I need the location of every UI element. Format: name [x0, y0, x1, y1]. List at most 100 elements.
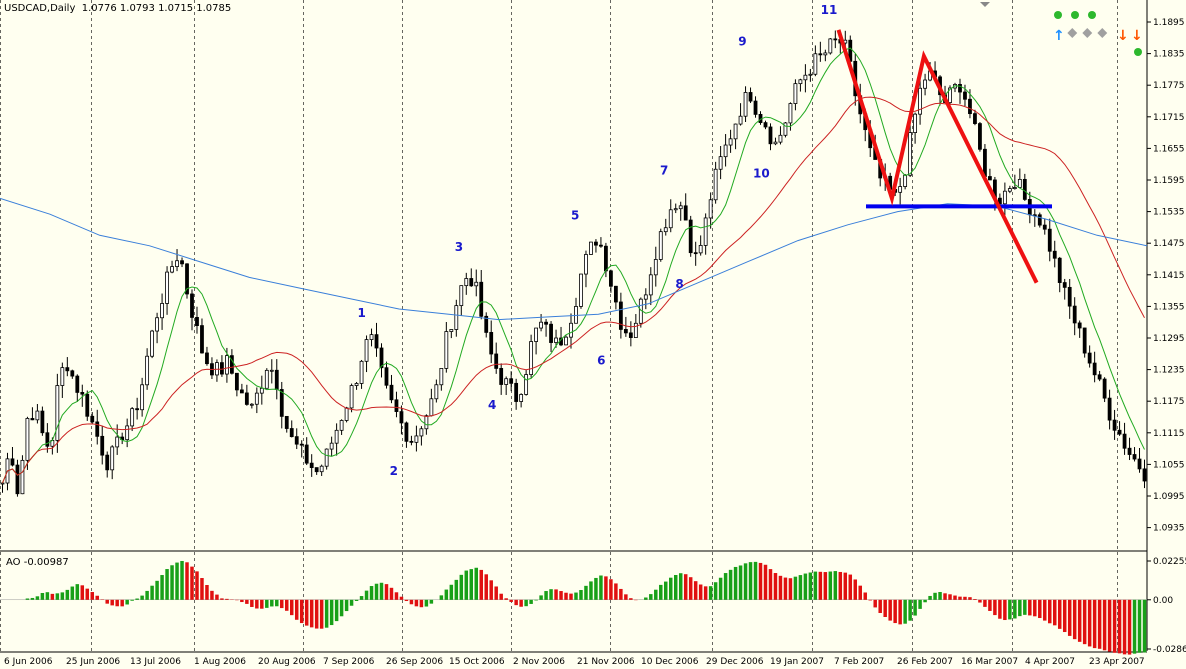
- ma-fast-line: [2, 47, 1145, 484]
- candle-body: [549, 323, 553, 343]
- y-tick-label-15: 1.0995: [1153, 492, 1185, 502]
- candle-body: [618, 301, 623, 330]
- y-tick-label-7: 1.1475: [1153, 239, 1185, 249]
- candle-body: [1007, 188, 1012, 192]
- candle-body: [284, 415, 289, 429]
- candle-body: [40, 410, 45, 434]
- candle-body: [225, 355, 229, 375]
- candle-body: [783, 122, 788, 136]
- candle-body: [1112, 419, 1117, 431]
- candle-body: [1022, 178, 1027, 200]
- y-tick-label-0: 1.1895: [1153, 18, 1185, 28]
- signal-dot-0: [1054, 11, 1062, 19]
- candle-body: [808, 73, 813, 76]
- candle-body: [643, 294, 648, 300]
- candle-body: [394, 399, 399, 412]
- x-tick-label-16: 4 Apr 2007: [1025, 657, 1075, 667]
- ao-tick-label-2: -0.02863: [1153, 645, 1186, 655]
- candle-body: [718, 156, 723, 170]
- candle-body: [145, 355, 150, 386]
- candle-body: [384, 367, 389, 386]
- candle-body: [15, 464, 20, 495]
- wave-label-9: 9: [738, 35, 746, 49]
- candle-body: [454, 305, 459, 330]
- candle-body: [968, 98, 972, 115]
- candle-body: [973, 113, 977, 124]
- y-tick-label-13: 1.1115: [1153, 429, 1185, 439]
- ma-mid-line: [2, 96, 1145, 484]
- ao-tick-label-0: 0.02255: [1153, 557, 1186, 567]
- wave-label-3: 3: [455, 240, 463, 254]
- candle-body: [594, 241, 598, 246]
- candle-body: [459, 285, 464, 307]
- candle-body: [100, 435, 105, 456]
- candle-body: [469, 278, 474, 287]
- oscillator-label: AO -0.00987: [6, 557, 69, 568]
- candle-body: [1002, 190, 1007, 205]
- signal-dot-2: [1088, 11, 1096, 19]
- candle-body: [723, 144, 728, 158]
- candle-body: [489, 332, 494, 355]
- wave-label-11: 11: [821, 3, 838, 17]
- double-top-pattern: [836, 29, 1039, 284]
- candle-body: [110, 446, 115, 471]
- candle-body: [289, 428, 294, 438]
- candle-body: [748, 92, 753, 102]
- candle-body: [564, 336, 568, 346]
- candle-body: [529, 341, 534, 375]
- y-tick-label-4: 1.1655: [1153, 144, 1185, 154]
- candle-body: [988, 176, 992, 181]
- x-tick-label-7: 15 Oct 2006: [449, 657, 505, 667]
- x-tick-label-11: 29 Dec 2006: [706, 657, 764, 667]
- candle-body: [35, 410, 40, 421]
- arrow-down-icon-2: ↓: [1131, 28, 1143, 44]
- candle-body: [898, 186, 903, 193]
- candle-body: [1047, 228, 1052, 252]
- candle-body: [813, 53, 818, 75]
- y-tick-label-11: 1.1235: [1153, 366, 1185, 376]
- candle-body: [589, 241, 593, 255]
- candle-body: [923, 79, 927, 89]
- candle-body: [10, 458, 15, 466]
- candle-body: [55, 385, 60, 441]
- arrow-down-icon-1: ↓: [1117, 28, 1129, 44]
- candle-body: [349, 385, 354, 409]
- candle-body: [713, 168, 718, 201]
- y-tick-label-8: 1.1415: [1153, 271, 1185, 281]
- candle-body: [733, 123, 738, 140]
- candle-body: [160, 303, 164, 319]
- candle-body: [45, 432, 50, 447]
- candle-body: [75, 375, 80, 393]
- candle-body: [369, 334, 374, 340]
- candle-body: [653, 259, 658, 276]
- arrow-up-icon: ↑: [1053, 28, 1065, 44]
- candle-body: [658, 231, 663, 260]
- candle-body: [798, 79, 803, 85]
- candle-body: [140, 384, 145, 411]
- candle-body: [1062, 282, 1067, 288]
- candle-body: [205, 352, 209, 365]
- y-tick-label-1: 1.1835: [1153, 50, 1185, 60]
- candle-body: [683, 205, 688, 221]
- candle-body: [185, 263, 189, 295]
- candle-body: [20, 459, 25, 495]
- wave-label-8: 8: [675, 277, 683, 291]
- candle-body: [364, 339, 369, 362]
- x-tick-label-17: 23 Apr 2007: [1089, 657, 1145, 667]
- candle-body: [599, 244, 603, 247]
- candle-body: [409, 440, 414, 443]
- candle-body: [997, 197, 1002, 205]
- x-tick-label-9: 21 Nov 2006: [577, 657, 635, 667]
- candle-body: [379, 347, 384, 369]
- ao-tick-label-1: 0.00: [1153, 596, 1173, 606]
- candle-body: [1072, 305, 1077, 324]
- candle-body: [354, 383, 359, 386]
- wave-label-10: 10: [753, 166, 770, 180]
- candle-body: [584, 254, 588, 275]
- wave-label-1: 1: [358, 306, 366, 320]
- candle-body: [115, 436, 120, 448]
- y-tick-label-10: 1.1295: [1153, 334, 1185, 344]
- candle-body: [339, 420, 344, 431]
- candle-body: [918, 87, 922, 115]
